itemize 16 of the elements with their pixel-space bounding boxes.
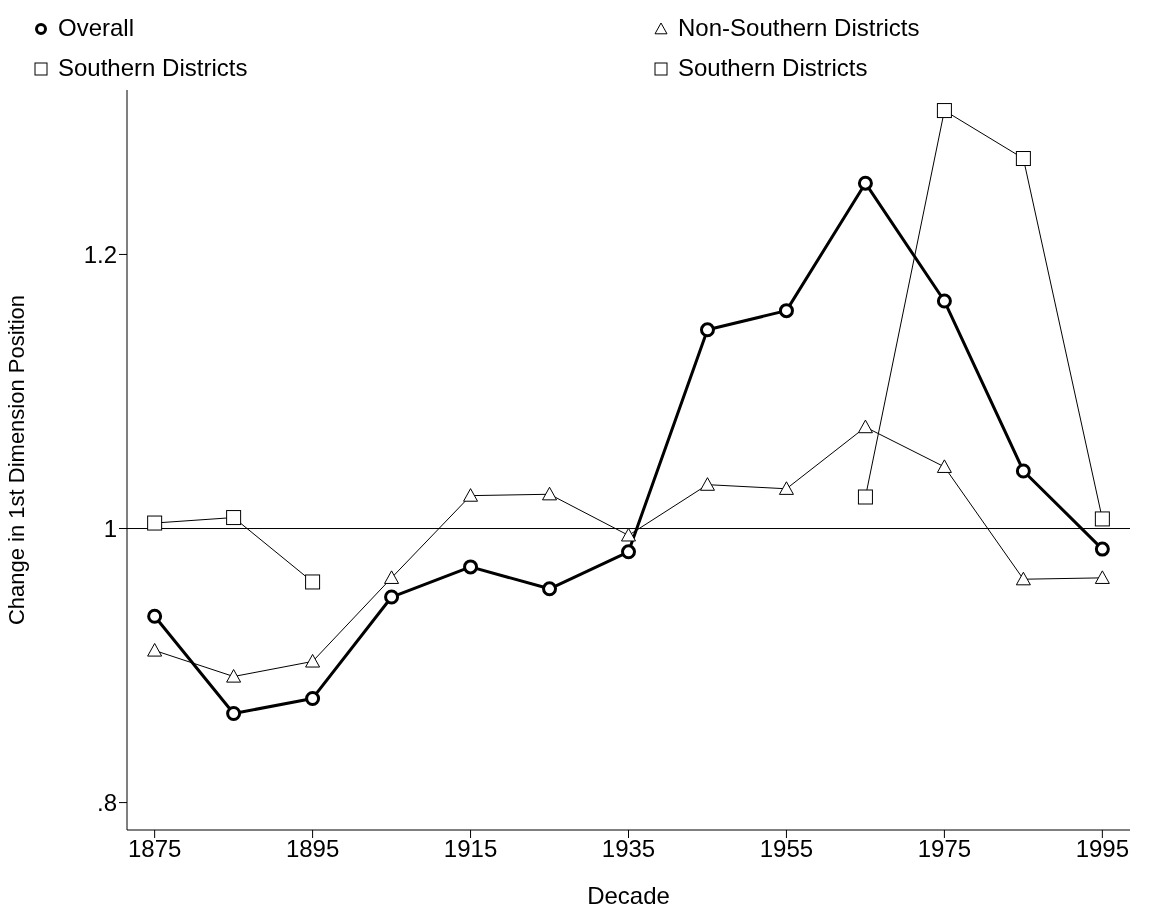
x-tick-label: 1895 [285, 835, 340, 863]
x-tick-label: 1995 [1075, 835, 1130, 863]
x-tick-label: 1955 [759, 835, 814, 863]
x-axis-title: Decade [587, 882, 670, 909]
legend-label: Southern Districts [58, 54, 248, 81]
legend-label: Overall [58, 14, 135, 41]
y-tick-label: 1.2 [83, 240, 117, 268]
x-tick-label: 1875 [127, 835, 182, 863]
x-tick-label: 1915 [443, 835, 498, 863]
legend-label: Non-Southern Districts [678, 14, 920, 41]
y-axis-title: Change in 1st Dimension Position [3, 294, 29, 626]
y-tick-label: .8 [96, 789, 117, 817]
x-tick-label: 1975 [917, 835, 972, 863]
x-tick-label: 1935 [601, 835, 656, 863]
y-tick-label: 1 [103, 515, 117, 543]
legend-label: Southern Districts [678, 54, 868, 81]
